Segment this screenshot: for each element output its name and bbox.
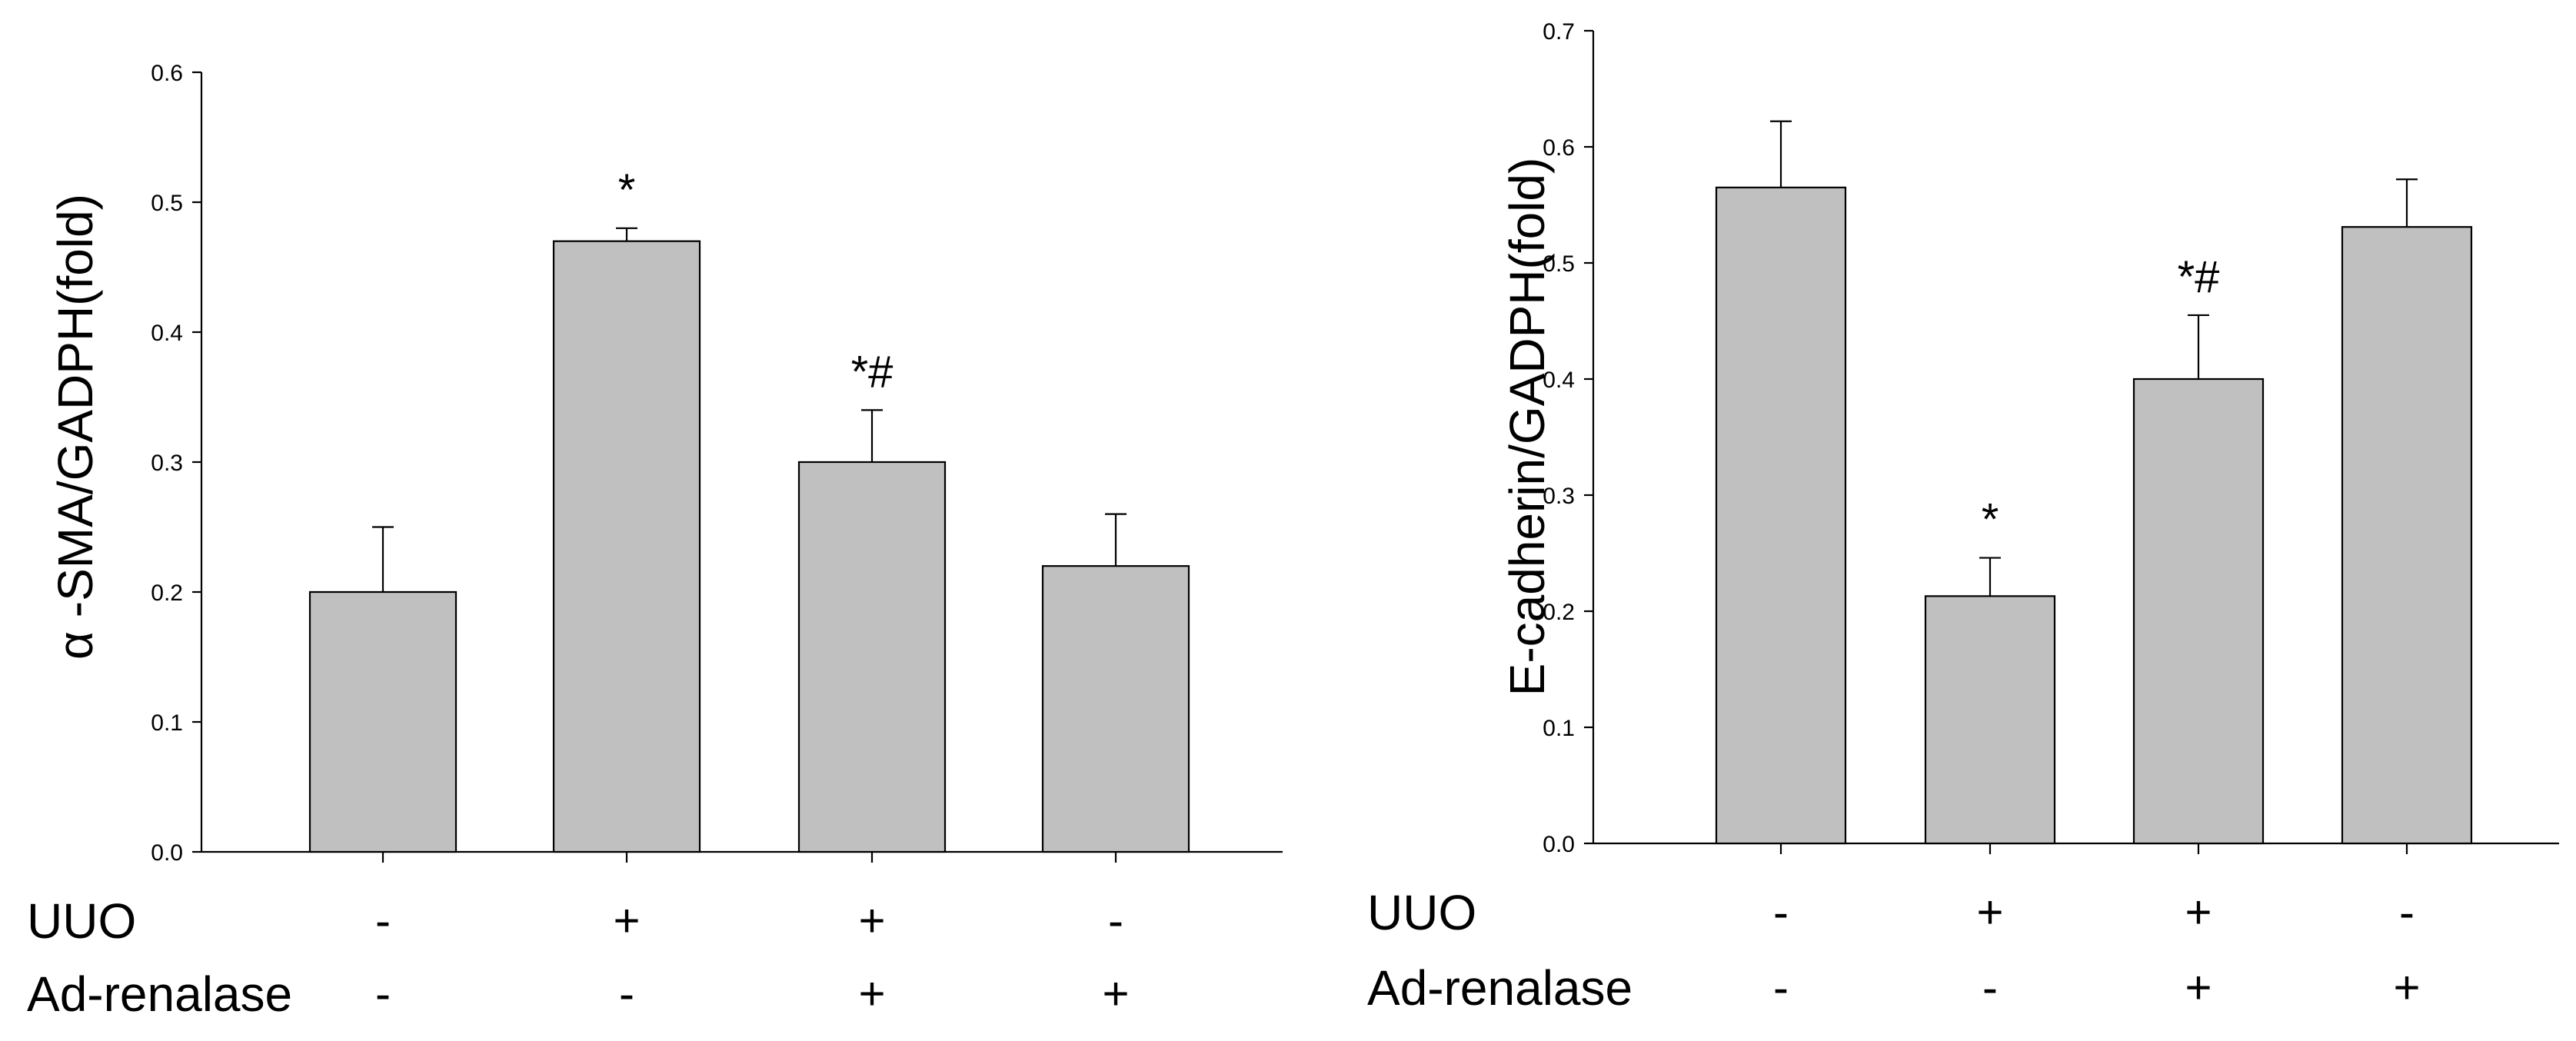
condition-sign: + [2185,886,2212,938]
y-tick-label: 0.6 [151,61,183,86]
y-tick-label: 0.2 [1543,600,1575,625]
bar [1041,565,1190,853]
condition-label: Ad-renalase [27,966,292,1022]
condition-sign: - [1108,895,1123,946]
condition-sign: - [1982,962,1998,1013]
condition-sign: - [375,968,391,1019]
condition-sign: + [858,895,885,946]
y-tick-label: 0.3 [1543,484,1575,509]
condition-sign: + [2393,962,2420,1013]
y-tick-label: 0.2 [151,580,183,606]
condition-label: Ad-renalase [1367,960,1632,1016]
bar [2132,377,2265,845]
y-axis-title: α -SMA/GADPH(fold) [48,194,103,660]
condition-sign: - [1773,886,1789,938]
condition-sign: + [858,968,885,1019]
y-axis-title: E-cadherin/GADPH(fold) [1499,158,1555,697]
significance-label: *# [2178,252,2220,302]
bar [1924,595,2056,845]
y-tick-label: 0.5 [151,191,183,216]
bar [308,590,458,853]
significance-label: *# [851,347,894,397]
condition-sign: - [1773,962,1789,1013]
bar [552,240,701,853]
significance-label: * [1982,495,1999,545]
significance-label: * [618,165,636,215]
condition-sign: + [613,895,640,946]
condition-sign: + [1976,886,2003,938]
y-tick-label: 0.0 [151,840,183,866]
y-tick-label: 0.4 [1543,368,1575,393]
y-tick-label: 0.7 [1543,19,1575,45]
condition-sign: - [619,968,634,1019]
condition-sign: - [375,895,391,946]
condition-sign: + [1102,968,1129,1019]
condition-sign: - [2399,886,2415,938]
y-tick-label: 0.1 [151,710,183,736]
y-tick-label: 0.1 [1543,716,1575,741]
condition-sign: + [2185,962,2212,1013]
y-tick-label: 0.4 [151,321,183,346]
y-tick-label: 0.6 [1543,135,1575,161]
e-cadherin-chart: 0.0 0.1 0.2 0.3 0.4 0.5 0.6 0.7 E-cadherin/GADPH… [1367,19,2559,1016]
y-tick-label: 0.5 [1543,251,1575,277]
bar [1715,186,1847,845]
y-tick-label: 0.0 [1543,832,1575,857]
alpha-sma-chart: 0.0 0.1 0.2 0.3 0.4 0.5 0.6 α -SMA/GADPH(fold) *… [27,61,1283,1022]
condition-label: UUO [27,893,136,949]
bar [797,461,947,853]
condition-label: UUO [1367,885,1476,940]
bar [2341,226,2473,845]
y-tick-label: 0.3 [151,451,183,476]
